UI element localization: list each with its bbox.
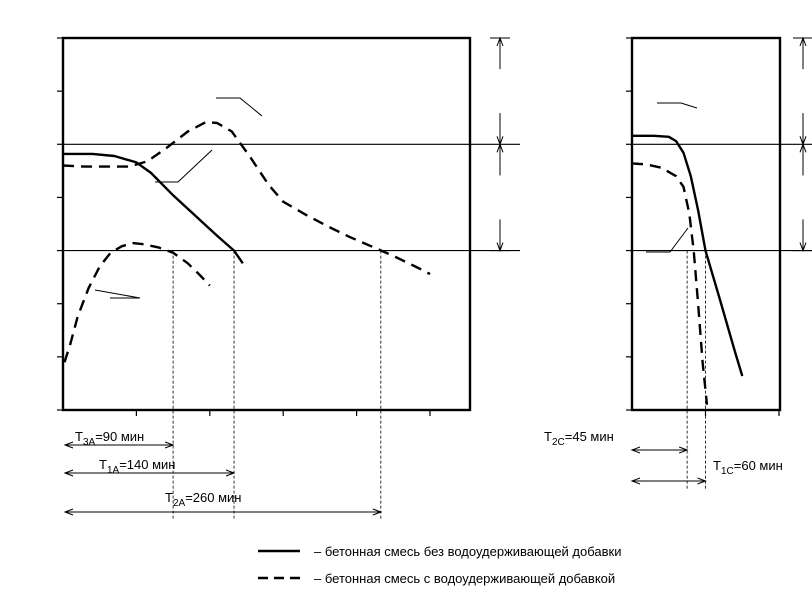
time-label-symbol: T [99, 457, 107, 472]
zone-arrow [799, 142, 807, 153]
zone-label-bg [492, 175, 508, 220]
zone-label-bg [492, 69, 508, 114]
legend: – бетонная смесь без водоудерживающей до… [258, 544, 621, 586]
zone-arrow [496, 142, 504, 153]
plot-frame [630, 36, 782, 412]
time-label: T3A=90 мин [75, 429, 144, 448]
dimension-arrow-left [63, 469, 74, 477]
series-label-leader [646, 227, 689, 253]
dimension-arrow-right [372, 508, 383, 516]
series-3А-line [63, 241, 211, 363]
dimension-arrow-right [678, 446, 689, 454]
time-label-symbol: T [165, 490, 173, 505]
time-label: T2A=260 мин [165, 490, 241, 509]
time-label-symbol: T [544, 429, 552, 444]
zone-arrow [496, 36, 504, 47]
time-label-subscript: 1A [107, 465, 120, 476]
time-label-value: =140 мин [119, 457, 175, 472]
series-label-leader [94, 289, 141, 299]
time-label-subscript: 2C [552, 437, 565, 448]
zone-label-bg [795, 175, 811, 220]
time-label: T1C=60 мин [713, 458, 783, 477]
zone-arrow [799, 36, 807, 47]
dimension-arrow-right [697, 477, 707, 485]
time-label-symbol: T [75, 429, 83, 444]
zone-label-bg [795, 69, 811, 114]
series-1А-line [63, 152, 244, 264]
time-label-subscript: 1C [721, 466, 734, 477]
series-2А-line [62, 120, 431, 276]
time-label-value: =60 мин [734, 458, 783, 473]
series-label-leader [155, 149, 213, 183]
series-2С-line [631, 162, 709, 405]
dimension-arrow-right [164, 441, 175, 449]
series-label-leader [216, 97, 263, 117]
plot-frame [61, 36, 472, 412]
time-label: T2C=45 мин [544, 429, 614, 448]
time-label-value: =45 мин [565, 429, 614, 444]
time-label-value: =260 мин [185, 490, 241, 505]
time-label-subscript: 2A [173, 498, 186, 509]
legend-dashed-label: – бетонная смесь с водоудерживающей доба… [314, 571, 615, 586]
time-label-value: =90 мин [95, 429, 144, 444]
time-label-subscript: 3A [83, 437, 96, 448]
dimension-arrow-left [63, 441, 74, 449]
dimension-arrow-left [630, 477, 641, 485]
dimension-arrow-left [630, 446, 641, 454]
time-label-symbol: T [713, 458, 721, 473]
dimension-arrow-right [225, 469, 236, 477]
legend-solid-label: – бетонная смесь без водоудерживающей до… [314, 544, 621, 559]
time-label: T1A=140 мин [99, 457, 175, 476]
series-label-leader [657, 102, 698, 109]
dimension-arrow-left [63, 508, 74, 516]
series-1С-line [632, 134, 744, 377]
